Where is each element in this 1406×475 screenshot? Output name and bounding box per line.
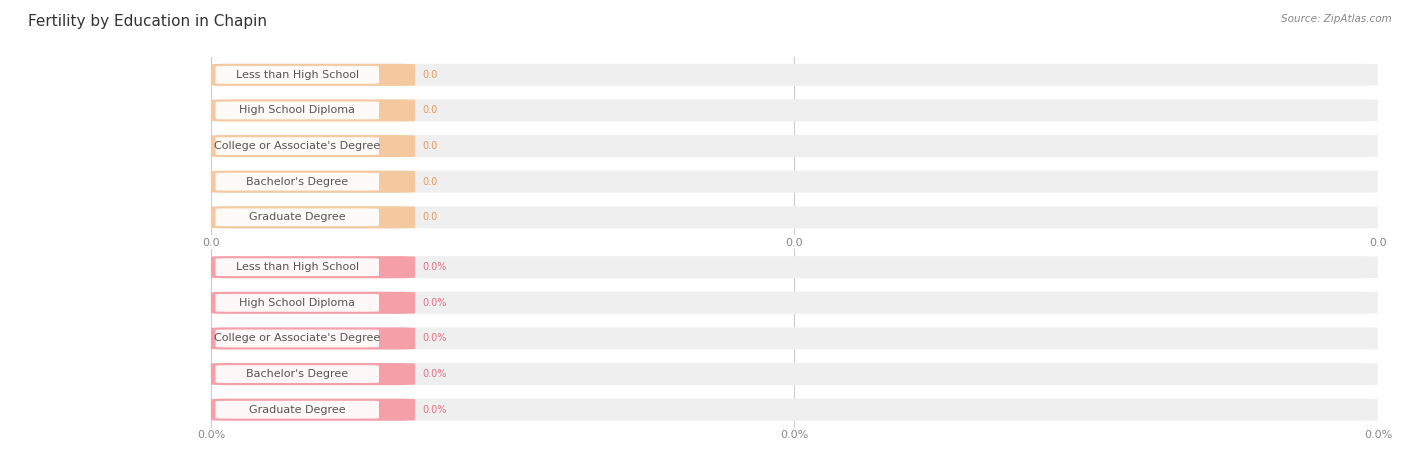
Text: Source: ZipAtlas.com: Source: ZipAtlas.com <box>1281 14 1392 24</box>
FancyBboxPatch shape <box>215 137 380 155</box>
Text: 0.0: 0.0 <box>422 141 437 151</box>
FancyBboxPatch shape <box>211 363 415 385</box>
FancyBboxPatch shape <box>211 64 1378 86</box>
FancyBboxPatch shape <box>211 171 415 193</box>
Text: Bachelor's Degree: Bachelor's Degree <box>246 369 349 379</box>
Text: College or Associate's Degree: College or Associate's Degree <box>214 333 381 343</box>
Text: Fertility by Education in Chapin: Fertility by Education in Chapin <box>28 14 267 29</box>
Text: 0.0%: 0.0% <box>422 298 447 308</box>
Text: Bachelor's Degree: Bachelor's Degree <box>246 177 349 187</box>
Text: Less than High School: Less than High School <box>236 70 359 80</box>
FancyBboxPatch shape <box>211 206 415 228</box>
FancyBboxPatch shape <box>215 102 380 119</box>
Text: 0.0%: 0.0% <box>422 333 447 343</box>
FancyBboxPatch shape <box>211 99 1378 122</box>
FancyBboxPatch shape <box>211 327 415 350</box>
FancyBboxPatch shape <box>211 292 1378 314</box>
FancyBboxPatch shape <box>215 66 380 84</box>
FancyBboxPatch shape <box>211 256 1378 278</box>
FancyBboxPatch shape <box>211 292 415 314</box>
Text: Graduate Degree: Graduate Degree <box>249 212 346 222</box>
FancyBboxPatch shape <box>215 209 380 226</box>
FancyBboxPatch shape <box>211 171 1378 193</box>
FancyBboxPatch shape <box>211 256 415 278</box>
Text: Less than High School: Less than High School <box>236 262 359 272</box>
FancyBboxPatch shape <box>211 99 415 122</box>
Text: High School Diploma: High School Diploma <box>239 298 356 308</box>
FancyBboxPatch shape <box>215 294 380 312</box>
FancyBboxPatch shape <box>211 64 415 86</box>
FancyBboxPatch shape <box>211 135 415 157</box>
FancyBboxPatch shape <box>215 330 380 347</box>
FancyBboxPatch shape <box>215 258 380 276</box>
Text: Graduate Degree: Graduate Degree <box>249 405 346 415</box>
Text: 0.0%: 0.0% <box>422 405 447 415</box>
Text: High School Diploma: High School Diploma <box>239 105 356 115</box>
Text: College or Associate's Degree: College or Associate's Degree <box>214 141 381 151</box>
Text: 0.0: 0.0 <box>422 177 437 187</box>
Text: 0.0: 0.0 <box>422 105 437 115</box>
FancyBboxPatch shape <box>211 399 415 421</box>
FancyBboxPatch shape <box>215 401 380 418</box>
FancyBboxPatch shape <box>215 365 380 383</box>
FancyBboxPatch shape <box>215 173 380 190</box>
FancyBboxPatch shape <box>211 135 1378 157</box>
Text: 0.0: 0.0 <box>422 212 437 222</box>
FancyBboxPatch shape <box>211 206 1378 228</box>
FancyBboxPatch shape <box>211 363 1378 385</box>
FancyBboxPatch shape <box>211 399 1378 421</box>
Text: 0.0%: 0.0% <box>422 369 447 379</box>
Text: 0.0%: 0.0% <box>422 262 447 272</box>
FancyBboxPatch shape <box>211 327 1378 350</box>
Text: 0.0: 0.0 <box>422 70 437 80</box>
